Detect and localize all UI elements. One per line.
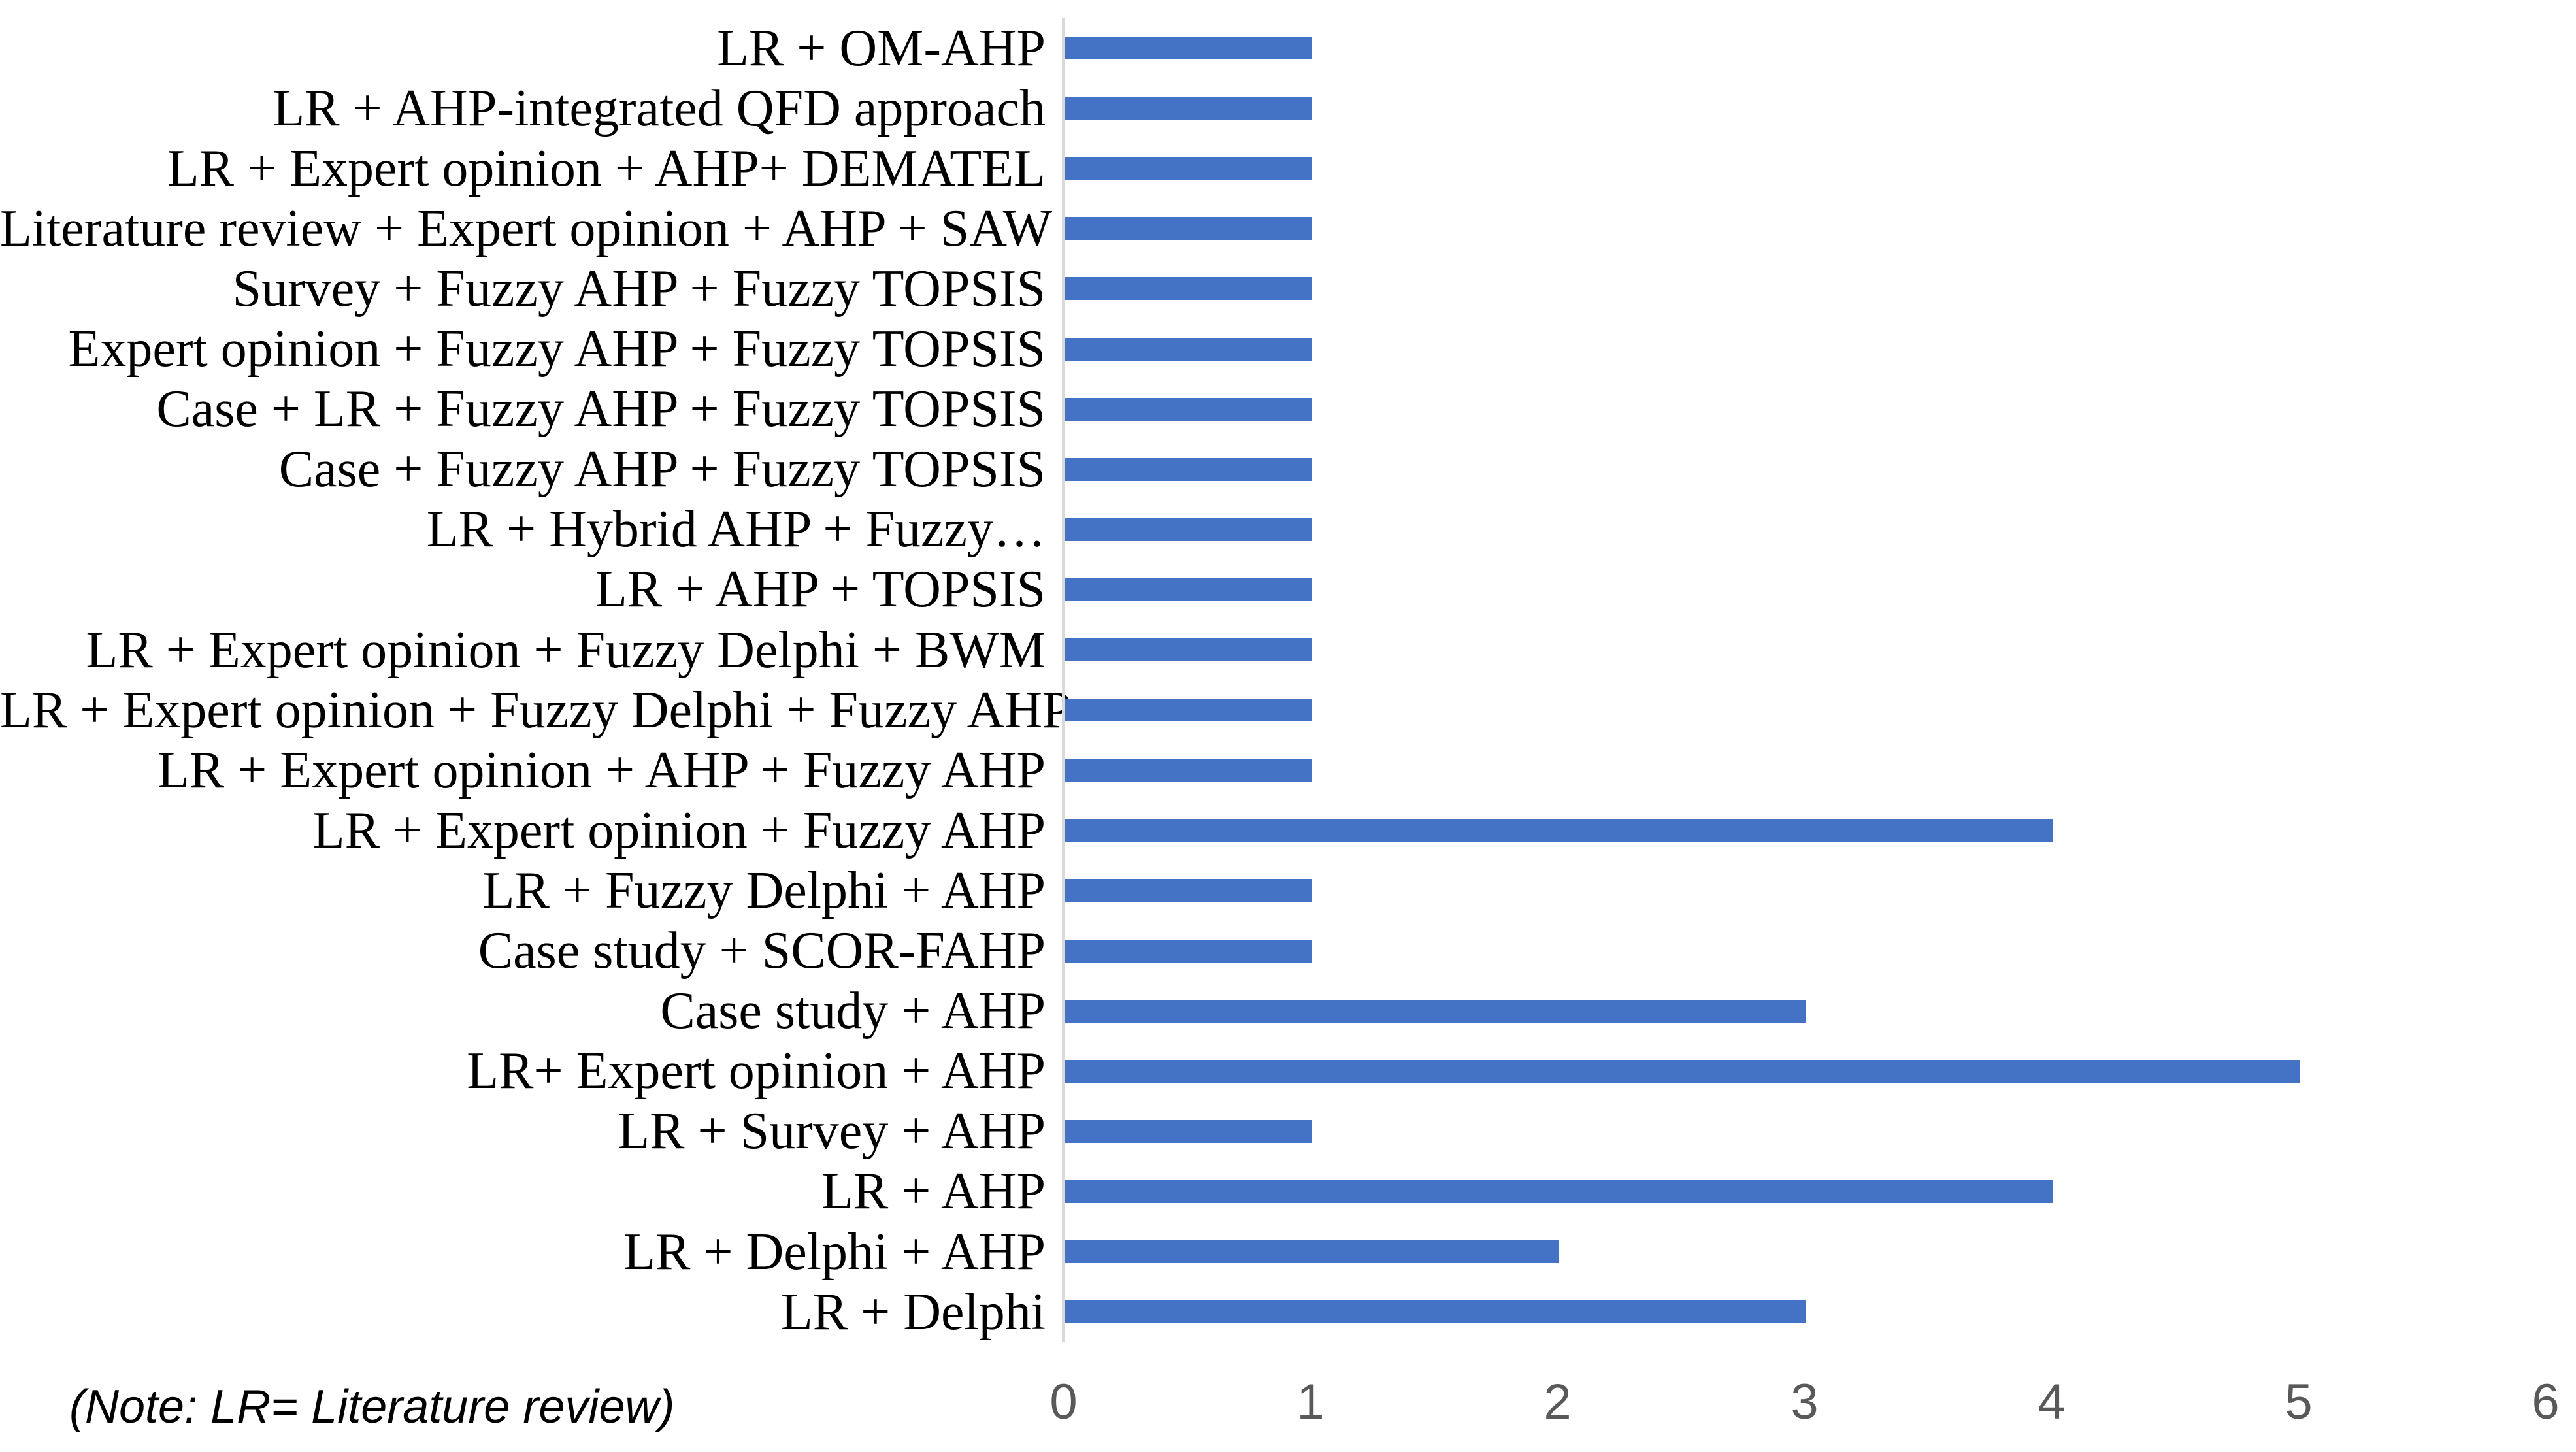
x-axis-tick-label: 6 — [2532, 1374, 2560, 1430]
chart-row: LR + Survey + AHP — [0, 1101, 2576, 1161]
bar — [1065, 217, 1312, 240]
bar — [1065, 819, 2053, 842]
category-label: LR + Fuzzy Delphi + AHP — [482, 861, 1046, 919]
chart-row: Survey + Fuzzy AHP + Fuzzy TOPSIS — [0, 259, 2576, 319]
category-label: Literature review + Expert opinion + AHP… — [0, 199, 1053, 257]
bar — [1065, 879, 1312, 902]
chart-row: Expert opinion + Fuzzy AHP + Fuzzy TOPSI… — [0, 319, 2576, 379]
chart-row: LR + AHP-integrated QFD approach — [0, 78, 2576, 139]
chart-row: LR + AHP + TOPSIS — [0, 559, 2576, 619]
bar — [1065, 277, 1312, 301]
chart-row: LR + Expert opinion + Fuzzy Delphi + Fuz… — [0, 680, 2576, 740]
chart-row: LR + Delphi + AHP — [0, 1222, 2576, 1282]
bar — [1065, 518, 1312, 541]
bar — [1065, 759, 1312, 782]
x-axis-tick-label: 2 — [1544, 1374, 1572, 1430]
chart-row: Literature review + Expert opinion + AHP… — [0, 199, 2576, 259]
category-label: LR + AHP — [821, 1163, 1046, 1221]
bar — [1065, 457, 1312, 481]
chart-row: LR + Delphi — [0, 1282, 2576, 1342]
category-label: LR + Expert opinion + Fuzzy Delphi + Fuz… — [0, 681, 1072, 739]
chart-row: LR + Expert opinion + AHP + Fuzzy AHP — [0, 740, 2576, 800]
category-label: Case study + AHP — [660, 982, 1046, 1040]
bar — [1065, 1300, 1806, 1324]
bar — [1065, 699, 1312, 722]
chart-row: Case + Fuzzy AHP + Fuzzy TOPSIS — [0, 439, 2576, 499]
category-label: Survey + Fuzzy AHP + Fuzzy TOPSIS — [232, 259, 1046, 318]
category-label: LR + Survey + AHP — [618, 1102, 1046, 1161]
chart-row: LR + AHP — [0, 1161, 2576, 1221]
bar — [1065, 157, 1312, 180]
chart-row: LR + Fuzzy Delphi + AHP — [0, 861, 2576, 921]
category-label: Case + LR + Fuzzy AHP + Fuzzy TOPSIS — [156, 380, 1046, 438]
category-label: Case study + SCOR-FAHP — [478, 922, 1046, 980]
bar — [1065, 939, 1312, 963]
chart-row: LR+ Expert opinion + AHP — [0, 1041, 2576, 1101]
category-label: LR + Hybrid AHP + Fuzzy… — [426, 501, 1046, 559]
bar — [1065, 1059, 2300, 1083]
category-label: LR+ Expert opinion + AHP — [467, 1042, 1046, 1100]
category-label: LR + Expert opinion + AHP+ DEMATEL — [167, 139, 1046, 197]
chart-row: LR + Expert opinion + Fuzzy AHP — [0, 800, 2576, 861]
category-label: LR + Expert opinion + Fuzzy AHP — [312, 801, 1046, 859]
category-label: LR + Delphi + AHP — [623, 1223, 1046, 1281]
category-label: Case + Fuzzy AHP + Fuzzy TOPSIS — [278, 440, 1046, 499]
chart-row: LR + Expert opinion + AHP+ DEMATEL — [0, 139, 2576, 199]
bar — [1065, 337, 1312, 361]
category-label: LR + OM-AHP — [717, 19, 1046, 77]
bar — [1065, 1240, 1559, 1264]
category-axis-line — [1062, 18, 1065, 1342]
bar — [1065, 1180, 2053, 1203]
x-axis-tick-label: 0 — [1049, 1374, 1078, 1430]
x-axis-tick-label: 1 — [1296, 1374, 1325, 1430]
bar — [1065, 999, 1806, 1023]
chart-row: Case + LR + Fuzzy AHP + Fuzzy TOPSIS — [0, 379, 2576, 439]
category-label: LR + Expert opinion + AHP + Fuzzy AHP — [157, 741, 1046, 799]
chart-row: Case study + SCOR-FAHP — [0, 921, 2576, 981]
category-label: LR + Expert opinion + Fuzzy Delphi + BWM — [86, 621, 1046, 679]
bar — [1065, 1119, 1312, 1143]
category-label: LR + AHP + TOPSIS — [595, 561, 1046, 619]
x-axis-tick-label: 5 — [2285, 1374, 2313, 1430]
chart-row: LR + OM-AHP — [0, 18, 2576, 78]
category-label: LR + AHP-integrated QFD approach — [272, 79, 1046, 137]
chart-note: (Note: LR= Literature review) — [69, 1381, 675, 1433]
category-label: LR + Delphi — [780, 1283, 1046, 1341]
bar — [1065, 578, 1312, 601]
bar — [1065, 397, 1312, 421]
bar — [1065, 638, 1312, 662]
chart-row: LR + Expert opinion + Fuzzy Delphi + BWM — [0, 620, 2576, 680]
chart-row: LR + Hybrid AHP + Fuzzy… — [0, 499, 2576, 559]
x-axis-tick-label: 4 — [2038, 1374, 2066, 1430]
x-axis-tick-label: 3 — [1791, 1374, 1819, 1430]
bar — [1065, 97, 1312, 120]
bar — [1065, 37, 1312, 60]
chart-row: Case study + AHP — [0, 981, 2576, 1041]
category-label: Expert opinion + Fuzzy AHP + Fuzzy TOPSI… — [68, 320, 1046, 378]
